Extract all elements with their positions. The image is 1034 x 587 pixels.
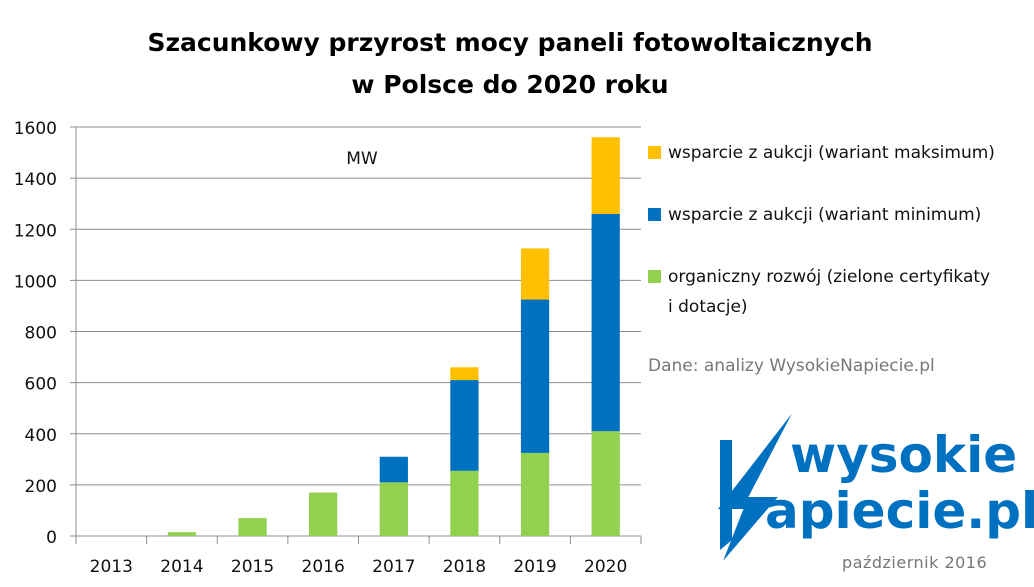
bar-segment-2019-series-0 [520,452,550,536]
y-tick-label: 800 [25,324,57,344]
source-note: Dane: analizy WysokieNapiecie.pl [648,356,935,376]
bar-segment-2020-series-1 [591,213,620,432]
bar-segment-2019-series-2 [520,248,550,300]
bar-segment-2020-series-2 [591,137,620,214]
bar-segment-2019-series-1 [520,299,550,453]
x-tick-label: 2013 [90,557,133,577]
x-tick-label: 2015 [231,557,274,577]
chart-title-line-2: w Polsce do 2020 roku [351,70,669,99]
bar-segment-2018-series-1 [450,380,479,471]
y-tick-label: 1400 [14,170,57,190]
bar-segment-2017-series-1 [379,456,408,483]
y-tick-label: 600 [25,375,57,395]
logo-text-line-2: apiecie.pl [765,482,1034,540]
legend-label-maksimum: wsparcie z aukcji (wariant maksimum) [668,143,995,163]
legend-label-minimum: wsparcie z aukcji (wariant minimum) [668,205,982,225]
bar-segment-2015-series-0 [238,518,267,536]
bar-segment-2016-series-0 [309,492,338,536]
legend-label-organiczny-line-2: i dotacje) [668,297,748,317]
x-tick-label: 2019 [513,557,556,577]
y-tick-label: 200 [25,477,57,497]
legend-swatch-minimum [648,208,661,221]
legend-swatch-maksimum [648,146,661,159]
bar-segment-2017-series-0 [379,482,408,536]
bar-segment-2020-series-0 [591,431,620,536]
unit-label: MW [346,149,378,169]
y-tick-label: 400 [25,426,57,446]
x-tick-label: 2018 [443,557,486,577]
x-tick-label: 2014 [160,557,203,577]
logo-text-line-1: wysokie [790,426,1017,484]
date-label: październik 2016 [842,553,988,572]
wysokienapiecie-logo: wysokie apiecie.pl [713,403,1034,567]
legend-swatch-organiczny [648,270,661,283]
x-tick-label: 2017 [372,557,415,577]
y-tick-label: 1200 [14,221,57,241]
y-tick-label: 1000 [14,272,57,292]
y-tick-label: 0 [46,528,57,548]
y-tick-label: 1600 [14,119,57,139]
x-tick-label: 2020 [584,557,627,577]
bar-segment-2014-series-0 [167,532,197,536]
legend-label-organiczny-line-1: organiczny rozwój (zielone certyfikaty [668,267,991,287]
bar-segment-2018-series-2 [450,367,479,381]
chart-title-line-1: Szacunkowy przyrost mocy paneli fotowolt… [147,28,873,57]
bar-segment-2018-series-0 [450,470,479,536]
x-tick-label: 2016 [302,557,345,577]
